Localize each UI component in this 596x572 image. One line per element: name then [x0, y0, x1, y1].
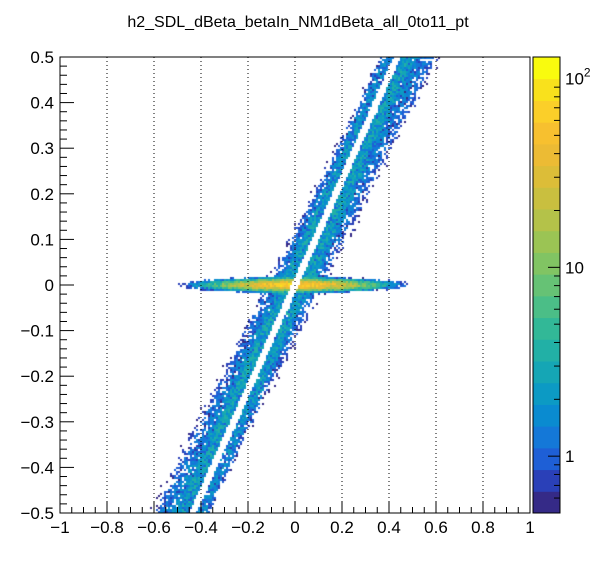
y-tick-label: 0.5	[30, 48, 54, 67]
x-tick-label: −0.8	[90, 518, 124, 537]
colorbar-segment	[533, 78, 560, 101]
x-tick-label: 0.2	[330, 518, 354, 537]
y-tick-label: −0.1	[20, 322, 54, 341]
colorbar-segment	[533, 165, 560, 188]
x-axis: −1 −0.8 −0.6 −0.4 −0.2 0 0.2 0.4 0.6 0.8 1	[50, 501, 535, 537]
colorbar-segment	[533, 122, 560, 145]
y-tick-label: 0.4	[30, 94, 54, 113]
colorbar: 1 10 102	[532, 56, 591, 514]
x-tick-label: 0	[290, 518, 299, 537]
colorbar-segment	[533, 361, 560, 384]
y-tick-label: 0.1	[30, 230, 54, 249]
y-tick-label: 0.2	[30, 185, 54, 204]
colorbar-segment	[533, 57, 560, 80]
colorbar-segment	[533, 469, 560, 492]
colorbar-segment	[533, 274, 560, 297]
y-tick-label: −0.3	[20, 413, 54, 432]
x-tick-label: 0.6	[424, 518, 448, 537]
colorbar-label: 10	[565, 258, 584, 277]
colorbar-segment	[533, 143, 560, 167]
colorbar-segment	[533, 317, 560, 340]
colorbar-segment	[533, 382, 560, 405]
y-tick-label: 0.3	[30, 139, 54, 158]
colorbar-segment	[533, 252, 560, 275]
x-tick-label: 0.8	[471, 518, 495, 537]
colorbar-segment	[533, 491, 560, 514]
y-axis: −0.5 −0.4 −0.3 −0.2 −0.1 0 0.1 0.2 0.3 0.4 0.5	[20, 48, 74, 523]
chart-title: h2_SDL_dBeta_betaIn_NM1dBeta_all_0to11_p…	[127, 14, 469, 31]
y-tick-label: −0.4	[20, 458, 54, 477]
x-tick-label: 0.4	[377, 518, 401, 537]
colorbar-segment	[533, 209, 560, 232]
colorbar-segment	[533, 339, 560, 362]
y-tick-label: −0.2	[20, 367, 54, 386]
colorbar-segment	[533, 100, 560, 123]
gridlines	[106, 57, 484, 513]
x-tick-label: −0.4	[184, 518, 218, 537]
colorbar-label: 1	[565, 447, 574, 466]
colorbar-segment	[533, 447, 560, 471]
colorbar-segment	[533, 404, 560, 427]
y-tick-label: 0	[45, 276, 54, 295]
x-tick-label: −0.6	[137, 518, 171, 537]
y-tick-label: −0.5	[20, 504, 54, 523]
colorbar-label-exponent: 2	[584, 66, 591, 80]
colorbar-segment	[533, 426, 560, 449]
x-tick-label: 1	[525, 518, 534, 537]
colorbar-segment	[533, 187, 560, 210]
x-tick-label: −0.2	[231, 518, 265, 537]
colorbar-frame	[532, 56, 561, 514]
colorbar-segment	[533, 295, 560, 319]
colorbar-label: 102	[565, 66, 591, 89]
x-tick-label: −1	[50, 518, 69, 537]
colorbar-segment	[533, 230, 560, 253]
